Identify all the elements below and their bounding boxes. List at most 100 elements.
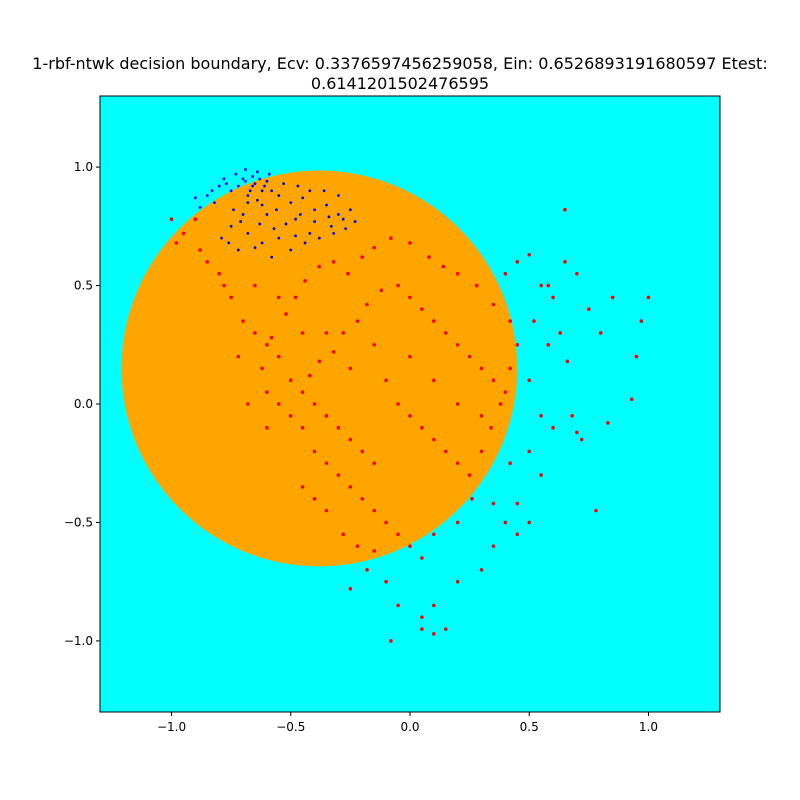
blue-point-24 [229,224,233,228]
red-point-38 [443,449,448,454]
blue-point-20 [294,217,297,221]
red-point-80 [432,532,436,537]
red-point-64 [372,245,377,250]
red-point-5 [348,437,353,442]
red-point-60 [317,264,322,269]
blue-point-5 [251,175,255,178]
red-point-13 [217,271,222,276]
red-point-135 [277,295,281,300]
red-point-152 [503,520,508,525]
red-point-59 [303,279,307,283]
blue-point-38 [317,236,321,240]
red-point-131 [372,342,377,347]
red-point-2 [312,402,317,406]
blue-point-59 [258,222,262,226]
y-axis: −1.0 −0.5 0.0 0.5 1.0 [64,160,100,648]
red-point-78 [470,496,474,501]
red-point-136 [253,283,257,288]
blue-point-40 [341,217,345,221]
red-point-42 [348,485,353,489]
red-point-121 [300,485,305,489]
red-point-83 [563,260,567,264]
blue-point-32 [289,248,293,252]
red-point-145 [565,359,570,364]
y-tick-label: 0.0 [74,397,93,411]
red-point-56 [269,335,274,340]
blue-point-23 [241,213,245,216]
blue-point-30 [260,241,264,245]
red-point-54 [265,390,269,394]
red-point-123 [324,508,329,513]
blue-point-39 [332,232,336,235]
red-point-139 [527,252,532,257]
blue-point-63 [327,215,331,219]
red-point-29 [467,354,472,359]
red-point-125 [355,544,360,548]
blue-point-22 [265,213,269,216]
red-point-8 [277,354,281,359]
red-point-36 [420,425,424,430]
red-point-70 [474,283,479,288]
red-point-134 [300,331,305,335]
scatter-points [169,168,651,643]
red-point-25 [420,307,424,312]
red-point-124 [341,532,346,537]
blue-point-54 [275,208,278,212]
red-point-86 [598,331,603,335]
red-point-94 [551,425,555,430]
red-point-96 [527,378,532,383]
red-point-117 [198,248,202,252]
red-point-153 [491,501,496,506]
blue-point-68 [248,189,252,193]
blue-point-46 [282,182,286,186]
blue-point-13 [289,201,293,205]
blue-point-41 [348,208,352,212]
red-point-0 [288,378,293,383]
red-point-99 [515,532,520,537]
red-point-109 [443,627,448,631]
red-point-91 [629,397,634,402]
blue-point-69 [258,177,262,181]
red-point-118 [265,425,269,430]
red-point-27 [443,331,448,335]
blue-point-18 [329,224,333,228]
blue-point-0 [253,182,257,186]
red-point-15 [222,283,226,288]
blue-point-12 [277,194,281,197]
red-point-133 [324,331,329,335]
red-point-144 [558,331,563,335]
red-point-98 [527,520,532,525]
red-point-43 [360,496,365,501]
blue-point-60 [272,227,276,231]
blue-point-3 [246,194,250,197]
blue-point-11 [270,189,274,193]
red-point-140 [515,260,520,264]
blue-point-31 [277,236,281,240]
red-point-79 [455,520,460,525]
red-point-110 [432,632,436,636]
y-tick-label: −1.0 [64,634,93,648]
red-point-46 [396,532,400,537]
red-point-107 [365,568,369,572]
red-point-71 [491,302,496,307]
red-point-149 [527,449,532,454]
y-tick-label: 1.0 [74,160,93,174]
blue-point-27 [198,205,202,209]
red-point-28 [455,342,460,347]
blue-point-29 [246,232,250,235]
y-tick-label: 0.5 [74,279,93,293]
red-point-3 [324,414,329,418]
red-point-21 [365,302,369,307]
red-point-62 [346,271,350,276]
red-point-130 [479,414,484,418]
red-point-102 [455,579,460,584]
blue-point-37 [303,241,307,245]
blue-point-48 [255,170,259,174]
red-point-90 [639,319,644,323]
blue-point-4 [236,184,240,188]
blue-point-58 [239,220,243,223]
red-point-115 [181,231,186,236]
blue-point-45 [296,184,300,188]
red-point-48 [420,556,424,560]
